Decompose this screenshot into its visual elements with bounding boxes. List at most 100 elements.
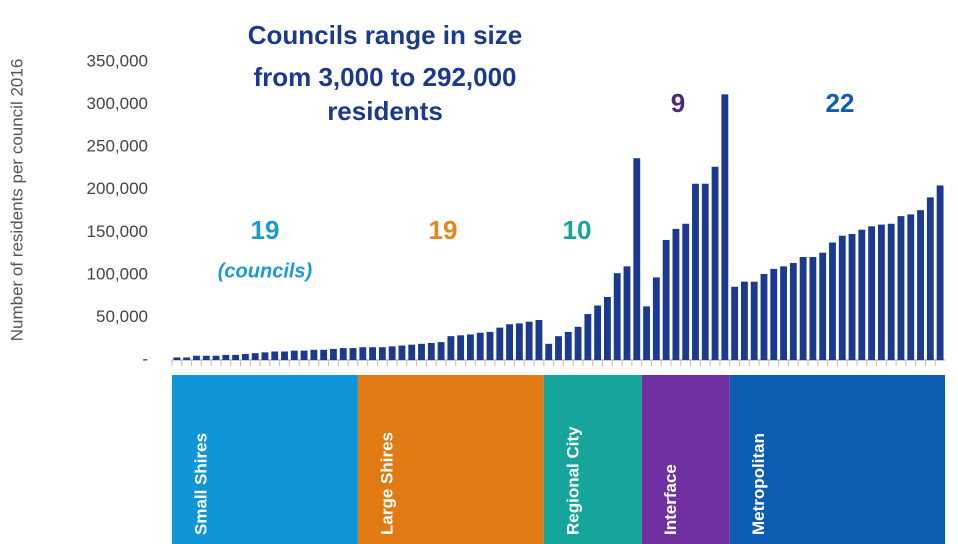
bar: [780, 266, 787, 360]
bar: [877, 224, 885, 360]
bar: [369, 347, 377, 360]
bar: [408, 344, 416, 360]
bar: [760, 274, 768, 360]
bar: [496, 327, 504, 360]
bar: [682, 223, 690, 360]
group-name: Small Shires: [191, 433, 210, 535]
bar: [555, 336, 562, 360]
y-tick-label: 250,000: [87, 137, 148, 156]
bar: [193, 355, 200, 360]
bar: [545, 343, 553, 360]
title-line: Councils range in size: [248, 20, 523, 50]
bar: [427, 342, 435, 360]
bar: [349, 348, 357, 360]
bar: [261, 352, 269, 360]
bar: [330, 348, 337, 360]
bar: [251, 353, 259, 360]
bar: [868, 226, 876, 360]
bar: [799, 256, 807, 360]
title-line: residents: [327, 96, 443, 126]
bar: [457, 335, 465, 360]
bar: [515, 323, 523, 360]
group-count: 9: [671, 88, 685, 118]
y-tick-label: 150,000: [87, 222, 148, 241]
bar: [359, 347, 367, 360]
bar: [672, 228, 680, 360]
bar: [848, 233, 856, 360]
group-name: Metropolitan: [749, 433, 768, 535]
group-band: [172, 375, 358, 544]
bar: [564, 331, 572, 360]
bar: [740, 281, 748, 360]
bar: [838, 235, 846, 360]
bar: [476, 332, 484, 360]
group-name: Regional City: [563, 426, 582, 535]
bar: [917, 210, 924, 360]
bar: [535, 319, 543, 360]
bar: [281, 351, 288, 360]
bar: [926, 197, 934, 360]
y-tick-label: 350,000: [87, 51, 148, 70]
y-tick-label: 100,000: [87, 264, 148, 283]
bar: [584, 314, 592, 360]
group-name: Interface: [661, 464, 680, 535]
group-band: [729, 375, 945, 544]
group-band: [357, 375, 544, 544]
bar: [662, 239, 670, 360]
bar: [809, 256, 817, 360]
y-tick-label: 300,000: [87, 94, 148, 113]
bar: [721, 94, 729, 361]
bar: [750, 281, 758, 360]
bar: [418, 343, 425, 360]
bar: [447, 336, 455, 360]
bar: [290, 350, 298, 360]
bar: [339, 348, 347, 360]
bar: [320, 349, 328, 360]
bar: [623, 266, 631, 360]
title-line: from 3,000 to 292,000: [253, 62, 516, 92]
bar: [789, 262, 797, 360]
group-name: Large Shires: [377, 432, 396, 535]
bar: [310, 349, 318, 360]
bar: [437, 342, 445, 360]
bar: [907, 214, 915, 360]
y-tick-label: -: [142, 349, 148, 368]
bar: [770, 268, 778, 360]
bar: [731, 286, 739, 360]
bar: [643, 306, 650, 360]
group-count: 22: [826, 88, 855, 118]
bar: [398, 345, 406, 360]
bar: [183, 357, 191, 360]
bar: [271, 351, 279, 360]
bar: [936, 185, 944, 360]
bar: [897, 216, 905, 360]
group-band: [641, 375, 730, 544]
bar: [858, 229, 866, 360]
bar: [829, 242, 836, 360]
group-count: 19: [251, 215, 280, 245]
bar: [232, 354, 240, 360]
bar: [378, 347, 386, 360]
bar: [819, 252, 827, 360]
bar: [574, 326, 582, 360]
y-axis-label: Number of residents per council 2016: [7, 59, 26, 342]
bar: [594, 305, 602, 360]
bar: [388, 346, 396, 360]
bar: [701, 183, 709, 360]
group-count: 10: [563, 215, 592, 245]
group-count: 19: [429, 215, 458, 245]
bar: [173, 357, 181, 360]
bar: [525, 321, 533, 360]
bar: [300, 350, 308, 360]
bar: [603, 296, 611, 360]
bar: [711, 166, 719, 360]
y-tick-label: 200,000: [87, 179, 148, 198]
bar: [202, 355, 210, 360]
bar: [486, 331, 494, 360]
group-note: (councils): [218, 260, 313, 282]
bar: [506, 324, 514, 360]
bar: [212, 355, 220, 360]
bar: [222, 354, 230, 360]
bar: [633, 158, 641, 360]
